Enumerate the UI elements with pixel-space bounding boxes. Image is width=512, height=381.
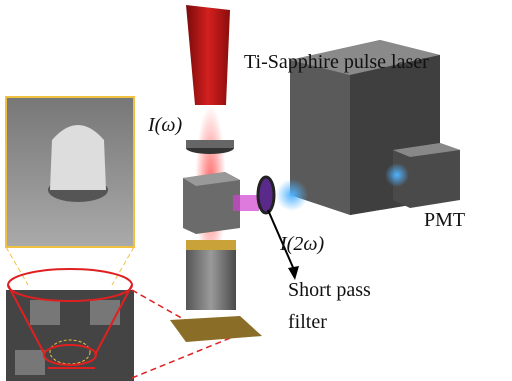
- filter-label-1: Short pass: [288, 279, 371, 301]
- fundamental-label: I(ω): [147, 114, 182, 136]
- sem-inset-bottom: [6, 290, 134, 381]
- shg-label: I(2ω): [279, 233, 324, 255]
- sem-inset-top: [6, 97, 134, 247]
- laser-label: Ti-Sapphire pulse laser: [244, 51, 429, 73]
- arrow-head: [288, 266, 299, 280]
- pmt-label: PMT: [424, 209, 465, 231]
- filter-label-2: filter: [288, 311, 327, 333]
- setup-diagram: Ti-Sapphire pulse laser I(ω) I(2ω) PMT S…: [0, 0, 512, 381]
- pmt-box: [385, 143, 460, 208]
